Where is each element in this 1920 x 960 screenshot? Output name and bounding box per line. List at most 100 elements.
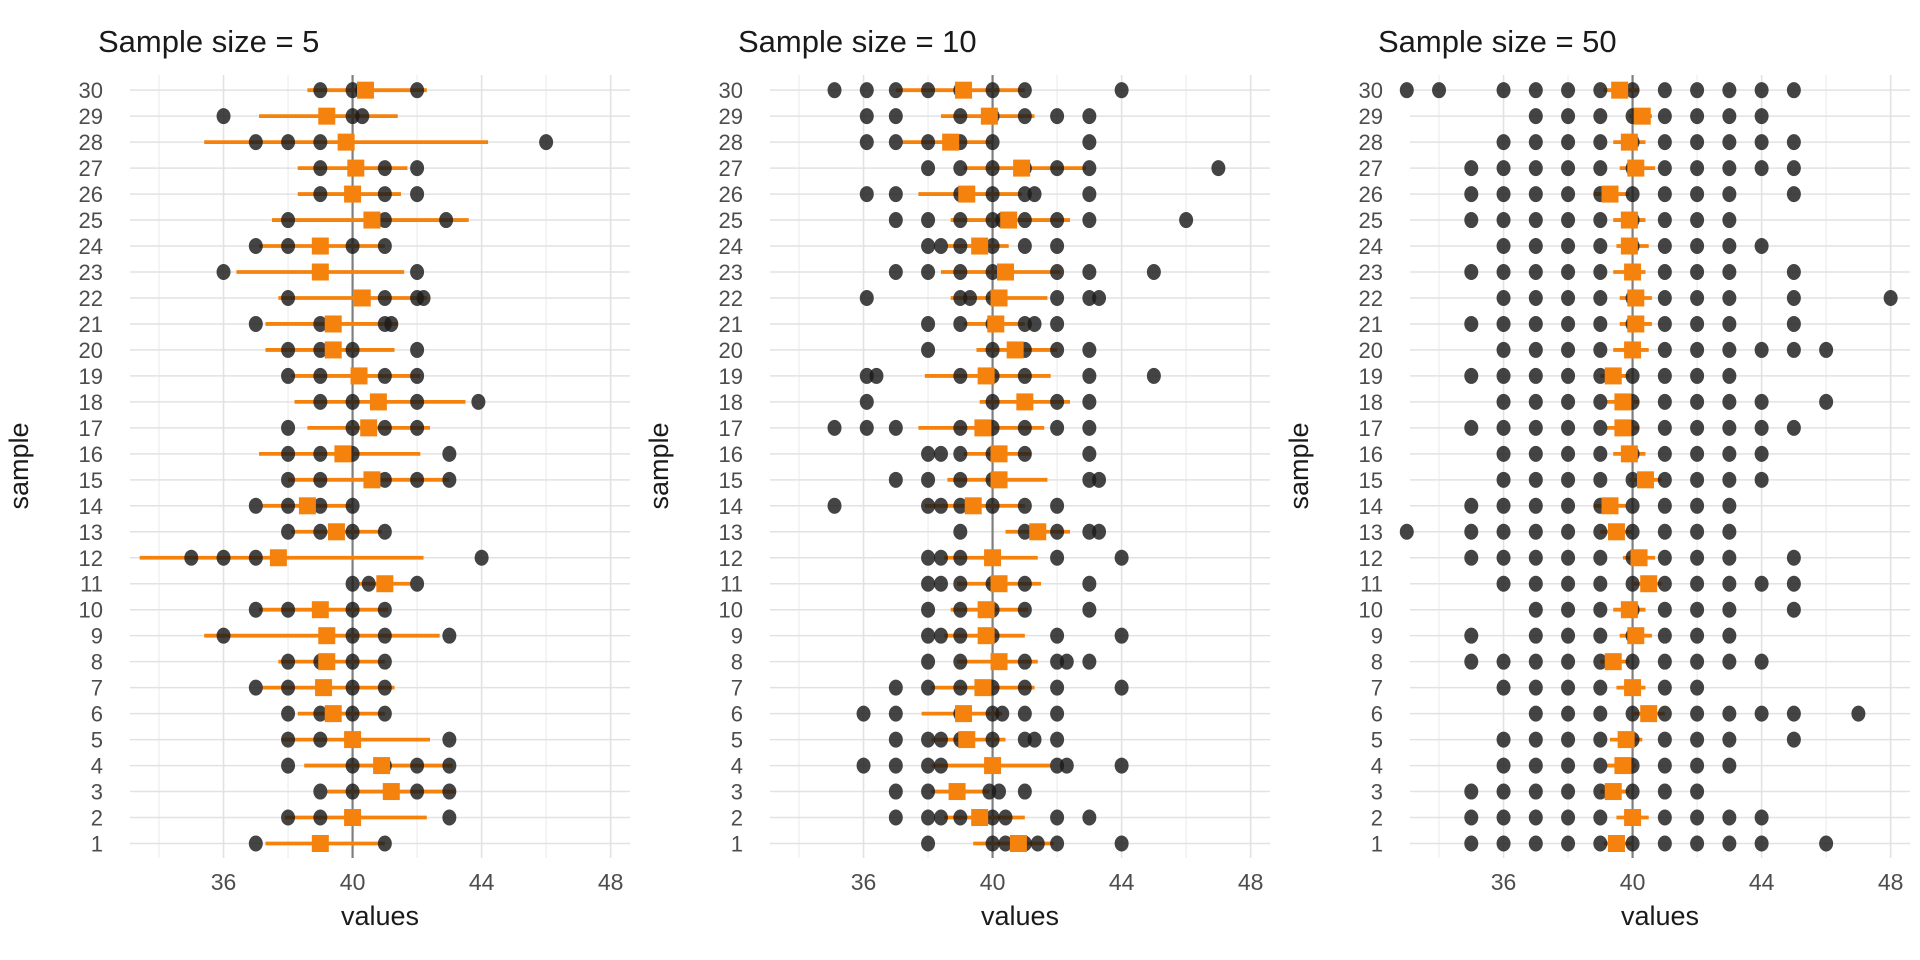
y-tick-label: 10 <box>1359 598 1383 623</box>
data-point <box>888 783 903 800</box>
y-tick-label: 22 <box>79 286 103 311</box>
data-point <box>1050 419 1065 436</box>
y-tick-label: 1 <box>91 832 103 857</box>
data-point <box>1593 108 1608 125</box>
data-point <box>933 731 948 748</box>
sample-mean-marker <box>977 367 995 385</box>
data-point <box>355 108 370 125</box>
data-point <box>985 82 1000 99</box>
data-point <box>416 289 431 306</box>
data-point <box>856 705 871 722</box>
data-point <box>1657 238 1672 255</box>
sample-row <box>271 211 469 229</box>
data-point <box>921 575 936 592</box>
data-point <box>1561 419 1576 436</box>
data-point <box>1786 134 1801 151</box>
data-point <box>1464 212 1479 229</box>
data-point <box>998 809 1013 826</box>
data-point <box>1593 757 1608 774</box>
y-tick-label: 19 <box>1359 364 1383 389</box>
data-point <box>1690 601 1705 618</box>
data-point <box>410 341 425 358</box>
data-point <box>1464 367 1479 384</box>
data-point <box>1690 238 1705 255</box>
data-point <box>933 757 948 774</box>
data-point <box>1690 627 1705 644</box>
data-point <box>1657 108 1672 125</box>
data-point <box>248 549 263 566</box>
data-point <box>1017 653 1032 670</box>
y-tick-label: 25 <box>1359 208 1383 233</box>
data-point <box>281 497 296 514</box>
data-point <box>1883 289 1898 306</box>
x-tick-labels: 36 40 44 48 <box>211 869 624 895</box>
data-point <box>921 679 936 696</box>
data-point <box>888 264 903 281</box>
y-tick-label: 3 <box>1371 780 1383 805</box>
data-point <box>1625 783 1640 800</box>
data-point <box>442 627 457 644</box>
data-point <box>1754 445 1769 462</box>
data-point <box>1561 705 1576 722</box>
data-point <box>1754 134 1769 151</box>
data-point <box>281 238 296 255</box>
data-point <box>1464 497 1479 514</box>
data-point <box>859 108 874 125</box>
data-point <box>1754 653 1769 670</box>
data-point <box>1092 523 1107 540</box>
panel-sample-size-5-chart: 1234567891011121314151617181920212223242… <box>4 75 630 931</box>
x-tick-label: 36 <box>1491 869 1517 895</box>
y-tick-label: 12 <box>1359 546 1383 571</box>
data-point <box>953 523 968 540</box>
sample-mean-marker <box>298 497 316 515</box>
data-point <box>1657 264 1672 281</box>
sample-mean-marker <box>311 835 329 852</box>
sample-mean-marker <box>980 107 998 125</box>
y-tick-label: 27 <box>1359 156 1383 181</box>
data-point <box>1593 471 1608 488</box>
data-point <box>1690 160 1705 177</box>
sample-row <box>1464 159 1801 177</box>
data-point <box>985 264 1000 281</box>
data-point <box>1050 108 1065 125</box>
x-tick-label: 48 <box>598 869 624 895</box>
data-point <box>313 445 328 462</box>
data-point <box>1050 160 1065 177</box>
data-point <box>1657 445 1672 462</box>
sample-mean-marker <box>1627 315 1645 333</box>
sample-mean-marker <box>1013 159 1031 177</box>
y-tick-label: 9 <box>731 624 743 649</box>
data-point <box>1561 627 1576 644</box>
panel-title: Sample size = 10 <box>738 24 977 59</box>
data-point <box>1027 186 1042 203</box>
data-point <box>377 705 392 722</box>
data-point <box>410 264 425 281</box>
data-point <box>1114 549 1129 566</box>
sample-row <box>1464 315 1801 333</box>
data-point <box>281 341 296 358</box>
data-point <box>953 160 968 177</box>
data-point <box>1690 134 1705 151</box>
data-point <box>1593 341 1608 358</box>
data-point <box>1561 367 1576 384</box>
y-tick-label: 18 <box>79 390 103 415</box>
data-point <box>1722 367 1737 384</box>
data-point <box>1690 289 1705 306</box>
data-point <box>888 757 903 774</box>
data-point <box>281 445 296 462</box>
sample-mean-marker <box>971 809 989 827</box>
data-point <box>1593 549 1608 566</box>
data-point <box>1050 809 1065 826</box>
data-point <box>985 212 1000 229</box>
data-point <box>281 731 296 748</box>
data-point <box>1561 160 1576 177</box>
horizontal-gridlines <box>130 89 630 845</box>
data-point <box>1528 134 1543 151</box>
data-point <box>442 809 457 826</box>
y-tick-label: 5 <box>1371 728 1383 753</box>
data-point <box>921 134 936 151</box>
data-point <box>1464 264 1479 281</box>
data-point <box>1561 679 1576 696</box>
sample-mean-marker <box>1614 393 1632 411</box>
